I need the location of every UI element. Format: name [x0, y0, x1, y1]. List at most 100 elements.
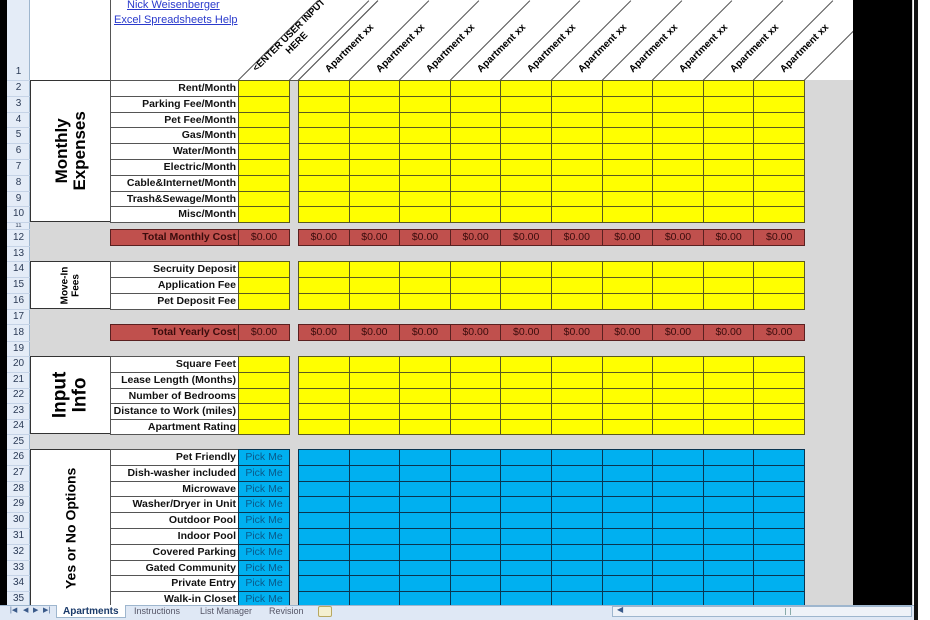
apartment-input-cell[interactable] — [449, 159, 502, 176]
row-number[interactable]: 7 — [15, 160, 22, 172]
scroll-left-icon[interactable]: ◀ — [617, 605, 624, 614]
row-number[interactable]: 8 — [15, 176, 22, 188]
apartment-yesno-cell[interactable] — [652, 528, 704, 545]
apartment-input-cell[interactable] — [753, 293, 805, 310]
apartment-input-cell[interactable] — [449, 356, 502, 373]
apartment-input-cell[interactable] — [551, 356, 603, 373]
apartment-input-cell[interactable] — [551, 403, 603, 420]
apartment-yesno-cell[interactable] — [652, 496, 704, 514]
apartment-yesno-cell[interactable] — [753, 559, 805, 577]
row-number[interactable]: 34 — [12, 577, 25, 589]
apartment-input-cell[interactable] — [551, 95, 603, 113]
apartment-input-cell[interactable] — [348, 143, 401, 160]
apartment-yesno-cell[interactable] — [500, 512, 552, 529]
apartment-yesno-cell[interactable] — [753, 512, 805, 529]
apartment-input-cell[interactable] — [652, 80, 704, 97]
apartment-input-cell[interactable] — [500, 418, 552, 435]
apartment-input-cell[interactable] — [449, 174, 502, 192]
apartment-input-cell[interactable] — [348, 387, 401, 404]
apartment-input-cell[interactable] — [601, 127, 654, 145]
apartment-input-cell[interactable] — [399, 418, 451, 435]
apartment-input-cell[interactable] — [298, 372, 350, 389]
row-number[interactable]: 33 — [12, 561, 25, 573]
row-number[interactable]: 23 — [12, 404, 25, 416]
apartment-input-cell[interactable] — [500, 80, 552, 97]
user-input-cell[interactable] — [238, 111, 290, 129]
apartment-yesno-cell[interactable] — [652, 559, 704, 577]
apartment-input-cell[interactable] — [652, 261, 704, 278]
apartment-yesno-cell[interactable] — [551, 559, 603, 577]
row-number[interactable]: 9 — [15, 192, 22, 204]
apartment-yesno-cell[interactable] — [449, 480, 502, 498]
apartment-yesno-cell[interactable] — [601, 528, 654, 545]
apartment-input-cell[interactable] — [753, 206, 805, 224]
apartment-input-cell[interactable] — [652, 127, 704, 145]
apartment-yesno-cell[interactable] — [652, 480, 704, 498]
row-number[interactable]: 3 — [15, 97, 22, 109]
row-number[interactable]: 4 — [15, 113, 22, 125]
tab-list-manager[interactable]: List Manager — [200, 606, 253, 616]
apartment-input-cell[interactable] — [298, 127, 350, 145]
apartment-input-cell[interactable] — [601, 80, 654, 97]
row-number[interactable]: 16 — [12, 295, 25, 306]
row-number[interactable]: 27 — [12, 466, 25, 478]
apartment-input-cell[interactable] — [348, 80, 401, 97]
apartment-input-cell[interactable] — [753, 127, 805, 145]
apartment-yesno-cell[interactable] — [449, 575, 502, 593]
apartment-input-cell[interactable] — [601, 277, 654, 294]
apartment-input-cell[interactable] — [601, 206, 654, 224]
row-number[interactable]: 28 — [12, 482, 25, 494]
apartment-yesno-cell[interactable] — [500, 528, 552, 545]
apartment-input-cell[interactable] — [753, 418, 805, 435]
prev-sheet-icon[interactable]: ◀ — [23, 607, 29, 614]
apartment-yesno-cell[interactable] — [601, 496, 654, 514]
apartment-input-cell[interactable] — [753, 356, 805, 373]
apartment-input-cell[interactable] — [652, 403, 704, 420]
row-number[interactable]: 24 — [12, 420, 25, 432]
row-number[interactable]: 17 — [12, 310, 25, 322]
apartment-yesno-cell[interactable] — [551, 496, 603, 514]
apartment-input-cell[interactable] — [500, 111, 552, 129]
apartment-yesno-cell[interactable] — [399, 528, 451, 545]
apartment-input-cell[interactable] — [702, 418, 755, 435]
apartment-input-cell[interactable] — [348, 356, 401, 373]
apartment-input-cell[interactable] — [551, 111, 603, 129]
user-input-cell[interactable] — [238, 159, 290, 176]
apartment-input-cell[interactable] — [449, 206, 502, 224]
user-input-cell[interactable] — [238, 127, 290, 145]
apartment-yesno-cell[interactable] — [298, 528, 350, 545]
apartment-input-cell[interactable] — [601, 174, 654, 192]
row-number[interactable]: 26 — [12, 450, 25, 462]
row-number[interactable]: 25 — [12, 435, 25, 447]
row-number[interactable]: 2 — [15, 81, 22, 93]
apartment-input-cell[interactable] — [449, 403, 502, 420]
apartment-yesno-cell[interactable] — [601, 480, 654, 498]
apartment-input-cell[interactable] — [399, 80, 451, 97]
next-sheet-icon[interactable]: ▶ — [33, 607, 39, 614]
apartment-input-cell[interactable] — [753, 174, 805, 192]
row-number[interactable]: 30 — [12, 514, 25, 526]
apartment-input-cell[interactable] — [500, 277, 552, 294]
apartment-input-cell[interactable] — [601, 418, 654, 435]
apartment-yesno-cell[interactable] — [399, 559, 451, 577]
apartment-yesno-cell[interactable] — [399, 496, 451, 514]
apartment-input-cell[interactable] — [652, 372, 704, 389]
apartment-yesno-cell[interactable] — [399, 575, 451, 593]
apartment-input-cell[interactable] — [449, 143, 502, 160]
apartment-input-cell[interactable] — [500, 261, 552, 278]
apartment-input-cell[interactable] — [753, 277, 805, 294]
apartment-yesno-cell[interactable] — [601, 449, 654, 466]
apartment-yesno-cell[interactable] — [298, 543, 350, 561]
apartment-input-cell[interactable] — [601, 372, 654, 389]
apartment-input-cell[interactable] — [702, 206, 755, 224]
apartment-input-cell[interactable] — [298, 95, 350, 113]
apartment-input-cell[interactable] — [551, 206, 603, 224]
apartment-input-cell[interactable] — [702, 372, 755, 389]
pick-me-dropdown-cell[interactable]: Pick Me — [238, 496, 290, 514]
apartment-yesno-cell[interactable] — [348, 496, 401, 514]
apartment-yesno-cell[interactable] — [399, 543, 451, 561]
apartment-input-cell[interactable] — [399, 174, 451, 192]
apartment-yesno-cell[interactable] — [449, 528, 502, 545]
user-input-cell[interactable] — [238, 356, 290, 373]
row-number[interactable]: 15 — [12, 279, 25, 290]
